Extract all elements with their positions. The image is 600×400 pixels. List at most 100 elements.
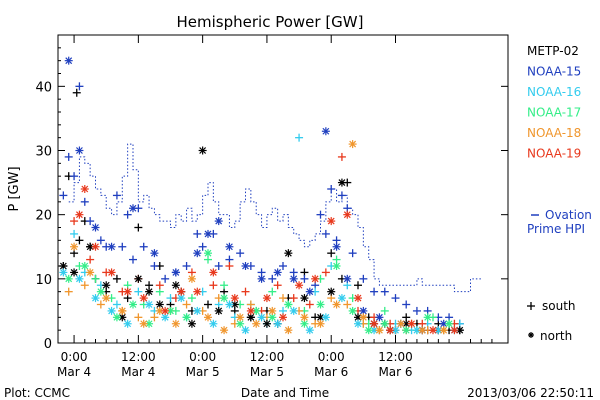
north-point	[321, 313, 330, 322]
north-point	[139, 294, 148, 303]
north-point	[171, 281, 180, 290]
y-tick-label: 40	[35, 80, 52, 95]
south-point	[214, 262, 223, 270]
south-point	[150, 262, 159, 270]
x-tick-time-label: 12:00	[378, 350, 413, 364]
north-point	[209, 319, 218, 328]
x-tick-date-label: Mar 4	[57, 365, 91, 379]
north-point	[75, 210, 84, 219]
south-point	[380, 306, 389, 315]
x-tick-date-label: Mar 6	[378, 365, 412, 379]
south-point	[236, 249, 245, 258]
north-point	[193, 249, 202, 258]
data-points-group	[59, 56, 464, 335]
north-point	[327, 217, 336, 226]
north-point	[129, 204, 137, 213]
north-point	[455, 326, 464, 335]
x-tick-time-label: 12:00	[121, 350, 156, 364]
south-point	[359, 274, 368, 283]
north-point	[295, 281, 304, 290]
north-point	[450, 326, 459, 335]
north-point	[316, 300, 325, 309]
south-point	[96, 300, 105, 309]
plot-credit: Plot: CCMC	[4, 386, 70, 400]
south-point	[187, 294, 196, 303]
south-point	[268, 274, 277, 283]
south-point	[300, 274, 309, 283]
north-point	[102, 294, 111, 303]
north-point	[155, 306, 164, 315]
north-point	[284, 326, 293, 335]
south-point	[327, 249, 336, 258]
north-point	[107, 268, 116, 277]
north-point	[220, 294, 229, 303]
north-point	[332, 242, 341, 251]
north-point	[311, 274, 320, 283]
south-point	[118, 242, 127, 251]
south-point	[64, 287, 73, 296]
south-point	[59, 191, 68, 200]
north-point	[177, 287, 186, 296]
north-point	[107, 242, 116, 251]
south-point	[64, 152, 73, 161]
south-point	[321, 268, 330, 277]
south-point	[316, 210, 325, 219]
south-point	[150, 313, 159, 322]
y-tick-label: 0	[44, 337, 52, 352]
south-point	[75, 236, 84, 245]
south-point	[279, 262, 287, 270]
south-point	[75, 82, 84, 91]
north-point	[386, 326, 395, 335]
x-tick-time-label: 0:00	[318, 350, 345, 364]
north-point	[150, 249, 159, 258]
north-point	[423, 313, 432, 322]
south-point	[134, 287, 143, 296]
north-point	[332, 262, 341, 270]
legend-entry: NOAA-15	[527, 65, 581, 79]
north-point	[145, 287, 154, 296]
north-point	[246, 313, 255, 322]
south-point	[86, 217, 95, 226]
north-point	[220, 326, 229, 335]
north-point	[370, 319, 379, 328]
north-point	[354, 294, 362, 303]
north-point	[70, 268, 79, 277]
x-tick-date-label: Mar 4	[121, 365, 155, 379]
chart-title: Hemispheric Power [GW]	[177, 13, 364, 31]
north-point	[171, 268, 180, 277]
south-point	[123, 210, 132, 219]
south-point	[295, 133, 304, 142]
south-point	[182, 262, 191, 270]
north-point	[204, 313, 212, 322]
south-point	[80, 197, 89, 206]
north-point	[80, 185, 89, 193]
south-point	[182, 300, 191, 309]
legend-north-label: north	[540, 329, 572, 343]
north-point	[129, 300, 137, 309]
north-point	[80, 262, 89, 270]
south-point	[337, 191, 346, 200]
legend-entry: NOAA-18	[527, 126, 581, 140]
north-point	[439, 326, 448, 335]
south-point	[209, 281, 218, 290]
north-point	[321, 127, 330, 136]
legend-south-label: south	[542, 299, 576, 313]
y-tick-label: 30	[35, 145, 52, 160]
ovation-line-group	[68, 143, 482, 293]
north-point	[70, 242, 79, 251]
north-point	[402, 326, 411, 335]
y-tick-label: 20	[35, 209, 52, 224]
south-point	[86, 255, 95, 264]
north-point	[273, 319, 282, 328]
north-point	[75, 146, 84, 155]
south-point	[96, 236, 105, 245]
y-axis-label: P [GW]	[7, 166, 22, 211]
south-point	[204, 300, 212, 309]
y-axis: 0 10 20 30 40	[35, 34, 508, 352]
north-point	[134, 274, 143, 283]
south-point	[129, 255, 137, 264]
north-point	[354, 319, 362, 328]
north-point	[64, 56, 73, 65]
north-point	[343, 274, 352, 283]
